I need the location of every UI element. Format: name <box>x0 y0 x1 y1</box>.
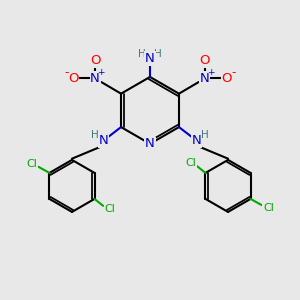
Text: -: - <box>64 66 68 79</box>
Text: O: O <box>200 54 210 67</box>
Text: N: N <box>145 137 155 150</box>
Text: Cl: Cl <box>263 202 274 213</box>
Text: N: N <box>200 72 210 85</box>
Text: N: N <box>98 134 108 147</box>
Text: O: O <box>68 72 79 85</box>
Text: H: H <box>154 49 162 59</box>
Text: Cl: Cl <box>104 204 115 214</box>
Text: Cl: Cl <box>26 159 37 169</box>
Text: O: O <box>90 54 100 67</box>
Text: +: + <box>207 68 214 77</box>
Text: H: H <box>138 49 146 59</box>
Text: +: + <box>97 68 104 77</box>
Text: H: H <box>92 130 99 140</box>
Text: N: N <box>192 134 202 147</box>
Text: -: - <box>232 66 236 79</box>
Text: N: N <box>145 52 155 65</box>
Text: N: N <box>90 72 100 85</box>
Text: Cl: Cl <box>186 158 196 168</box>
Text: H: H <box>201 130 208 140</box>
Text: O: O <box>221 72 232 85</box>
